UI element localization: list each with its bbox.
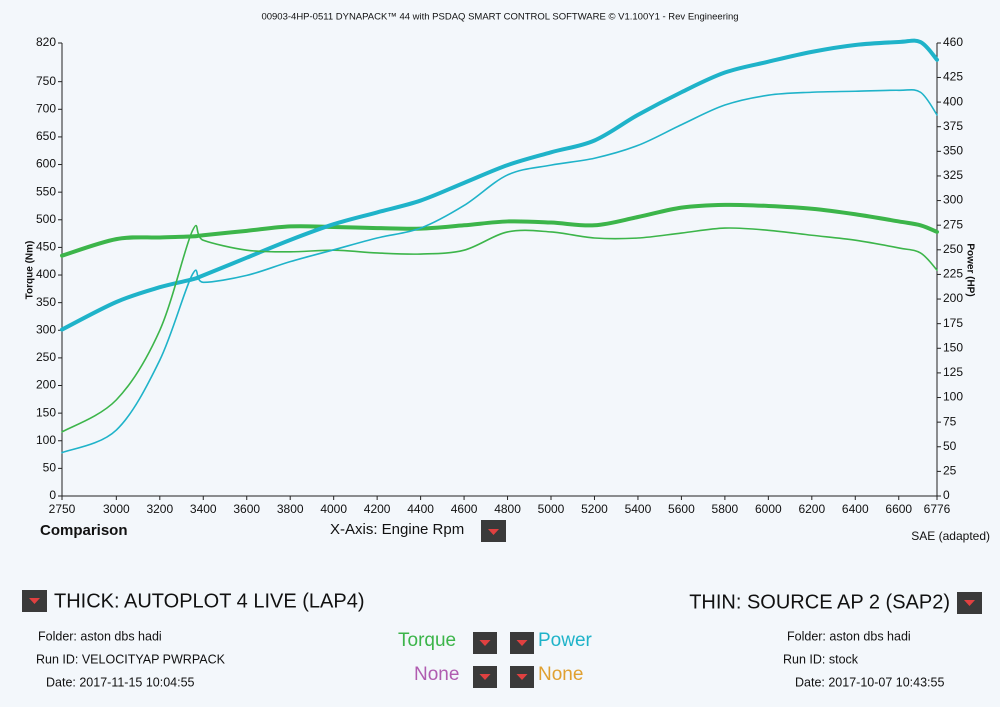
y-tick-label: 250 <box>36 350 56 364</box>
y-tick-label: 450 <box>36 240 56 254</box>
y2-axis-title: Power (HP) <box>964 243 975 296</box>
selector-dropdown[interactable] <box>473 632 497 654</box>
thick-folder: Folder: aston dbs hadi <box>38 629 162 643</box>
y2-tick-label: 375 <box>943 119 963 133</box>
y2-tick-label: 150 <box>943 340 963 354</box>
y2-tick-label: 400 <box>943 94 963 108</box>
y-tick-label: 750 <box>36 74 56 88</box>
y2-tick-label: 50 <box>943 439 957 453</box>
selector-dropdown[interactable] <box>473 666 497 688</box>
y2-tick-label: 75 <box>943 414 957 428</box>
thin-folder: Folder: aston dbs hadi <box>787 629 911 643</box>
thick-date: Date: 2017-11-15 10:04:55 <box>46 675 195 689</box>
y-axis-title: Torque (Nm) <box>25 241 36 300</box>
standard-label: SAE (adapted) <box>911 529 990 543</box>
y-tick-label: 350 <box>36 295 56 309</box>
x-tick-label: 3600 <box>233 502 260 516</box>
x-tick-label: 5200 <box>581 502 608 516</box>
y-tick-label: 150 <box>36 405 56 419</box>
y2-tick-label: 225 <box>943 267 963 281</box>
x-tick-label: 6200 <box>798 502 825 516</box>
x-tick-label: 4800 <box>494 502 521 516</box>
thick-run-label: THICK: AUTOPLOT 4 LIVE (LAP4) <box>54 590 364 612</box>
x-tick-label: 4000 <box>320 502 347 516</box>
y-tick-label: 500 <box>36 212 56 226</box>
series-line <box>60 38 939 332</box>
selector-label: Power <box>538 630 593 651</box>
y2-tick-label: 300 <box>943 193 963 207</box>
x-tick-label: 4200 <box>364 502 391 516</box>
x-tick-label: 5800 <box>712 502 739 516</box>
x-tick-label: 5000 <box>538 502 565 516</box>
y2-tick-label: 125 <box>943 365 963 379</box>
thin-date: Date: 2017-10-07 10:43:55 <box>795 675 944 689</box>
selector-dropdown[interactable] <box>510 632 534 654</box>
x-tick-label: 3000 <box>103 502 130 516</box>
y2-tick-label: 275 <box>943 217 963 231</box>
x-axis-dropdown[interactable] <box>481 520 506 542</box>
x-tick-label: 5400 <box>625 502 652 516</box>
y2-tick-label: 100 <box>943 390 963 404</box>
y-tick-label: 100 <box>36 433 56 447</box>
y-tick-label: 600 <box>36 157 56 171</box>
x-tick-label: 2750 <box>49 502 76 516</box>
y2-tick-label: 350 <box>943 143 963 157</box>
y2-tick-label: 200 <box>943 291 963 305</box>
x-axis-selector-label: X-Axis: Engine Rpm <box>330 521 464 538</box>
y-tick-label: 550 <box>36 184 56 198</box>
y2-tick-label: 425 <box>943 70 963 84</box>
selector-label: None <box>538 664 583 685</box>
thick-run-id: Run ID: VELOCITYAP PWRPACK <box>36 652 226 666</box>
y-tick-label: 0 <box>49 488 56 502</box>
y-tick-label: 700 <box>36 101 56 115</box>
x-tick-label: 4400 <box>407 502 434 516</box>
x-tick-label: 3800 <box>277 502 304 516</box>
thin-run-id: Run ID: stock <box>783 652 859 666</box>
y2-tick-label: 0 <box>943 488 950 502</box>
y2-tick-label: 325 <box>943 168 963 182</box>
y-tick-label: 300 <box>36 322 56 336</box>
y-tick-label: 50 <box>43 461 57 475</box>
y-tick-label: 400 <box>36 267 56 281</box>
x-tick-label: 6776 <box>924 502 951 516</box>
thin-run-label: THIN: SOURCE AP 2 (SAP2) <box>689 591 950 613</box>
chart-title: 00903-4HP-0511 DYNAPACK™ 44 with PSDAQ S… <box>261 12 738 23</box>
x-tick-label: 6400 <box>842 502 869 516</box>
comparison-label: Comparison <box>40 522 128 539</box>
series-line <box>61 88 938 454</box>
y2-tick-label: 175 <box>943 316 963 330</box>
y-tick-label: 200 <box>36 378 56 392</box>
x-tick-label: 5600 <box>668 502 695 516</box>
y-tick-label: 820 <box>36 35 56 49</box>
x-tick-label: 3200 <box>146 502 173 516</box>
y2-tick-label: 460 <box>943 35 963 49</box>
y-tick-label: 650 <box>36 129 56 143</box>
y2-tick-label: 25 <box>943 464 957 478</box>
thick-run-dropdown[interactable] <box>22 590 47 612</box>
selector-dropdown[interactable] <box>510 666 534 688</box>
thin-run-dropdown[interactable] <box>957 592 982 614</box>
selector-label: None <box>414 664 459 685</box>
y2-tick-label: 250 <box>943 242 963 256</box>
x-tick-label: 3400 <box>190 502 217 516</box>
x-tick-label: 6600 <box>885 502 912 516</box>
series-line <box>61 224 938 433</box>
x-tick-label: 6000 <box>755 502 782 516</box>
selector-label: Torque <box>398 630 456 651</box>
x-tick-label: 4600 <box>451 502 478 516</box>
